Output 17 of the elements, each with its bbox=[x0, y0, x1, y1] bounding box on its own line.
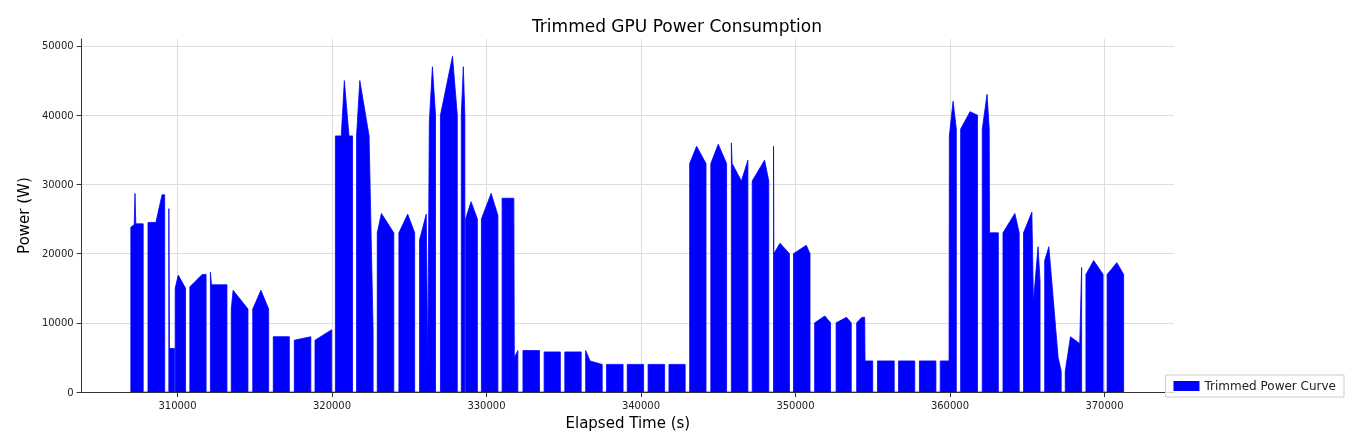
x-tick-label: 310000 bbox=[158, 399, 197, 411]
x-tick-label: 320000 bbox=[312, 399, 352, 411]
x-tick-label: 360000 bbox=[930, 399, 970, 411]
y-axis-title: Power (W) bbox=[14, 177, 33, 254]
x-tick-label: 340000 bbox=[621, 399, 661, 411]
y-tick-label: 30000 bbox=[41, 178, 74, 190]
x-tick-label: 370000 bbox=[1085, 399, 1124, 411]
x-tick-label: 350000 bbox=[776, 399, 815, 411]
y-tick-label: 40000 bbox=[41, 109, 74, 121]
x-axis-title: Elapsed Time (s) bbox=[565, 413, 691, 432]
y-tick-label: 0 bbox=[67, 386, 74, 398]
chart-title: Trimmed GPU Power Consumption bbox=[530, 15, 823, 36]
x-tick-label: 330000 bbox=[467, 399, 506, 411]
legend-label: Trimmed Power Curve bbox=[1203, 379, 1337, 393]
y-tick-label: 20000 bbox=[41, 248, 74, 260]
y-tick-label: 10000 bbox=[41, 317, 74, 329]
y-tick-label: 50000 bbox=[41, 40, 74, 52]
